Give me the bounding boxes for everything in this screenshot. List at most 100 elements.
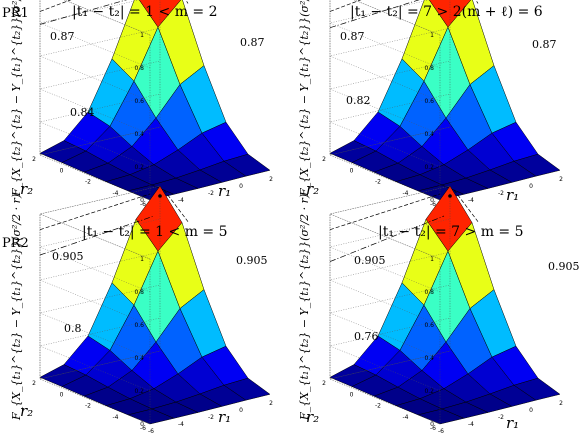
panel-4-r1-tick: -2 bbox=[498, 414, 504, 421]
panel-2-annotation-bottom: 0.82 bbox=[346, 94, 371, 107]
panel-2-zgrid bbox=[329, 27, 451, 102]
panel-3-r2-tick: -6 bbox=[140, 425, 146, 432]
panel-1-title: |t₁ − t₂| = 1 < m = 2 bbox=[72, 4, 218, 20]
panel-2-ztick: 0.6 bbox=[424, 98, 434, 105]
panel-4-r2-tick: -2 bbox=[375, 403, 381, 410]
panel-3-r1-tick: 0 bbox=[239, 407, 243, 414]
panel-1-ztick: 0.8 bbox=[134, 65, 144, 72]
panel-1-zgrid bbox=[39, 126, 161, 201]
panel-4-annotation-right: 0.905 bbox=[548, 260, 580, 273]
panel-1-ztick: 1 bbox=[140, 32, 144, 39]
panel-2-leader-left bbox=[329, 0, 362, 12]
panel-1-zgrid bbox=[39, 27, 161, 102]
panel-4-ztick: 0.6 bbox=[424, 322, 434, 329]
panel-3-r1-tick: 2 bbox=[269, 400, 273, 407]
panel-2-ztick: 0.8 bbox=[424, 65, 434, 72]
panel-3-zgrid bbox=[39, 218, 161, 293]
panel-4-side-wall bbox=[329, 213, 441, 425]
panel-4-zgrid bbox=[329, 185, 451, 260]
panel-1-zgrid bbox=[39, 60, 161, 135]
panel-3-zgrid bbox=[39, 284, 161, 359]
panel-3-r1-tick: -2 bbox=[208, 414, 214, 421]
panel-2-ztick: 1 bbox=[430, 32, 434, 39]
panel-2-ylabel: r₂ bbox=[306, 180, 320, 198]
panel-1-r1-tick: 0 bbox=[239, 183, 243, 190]
panel-1-r1-tick: -2 bbox=[208, 190, 214, 197]
panel-4-r1-tick: 2 bbox=[559, 400, 563, 407]
panel-1-zgrid bbox=[39, 0, 151, 69]
panel-2-leader-bottom bbox=[329, 0, 420, 29]
panel-3-surface-patch bbox=[223, 377, 271, 401]
panel-4-r2-tick: -6 bbox=[430, 425, 436, 432]
panel-1-r2-tick: 2 bbox=[32, 156, 36, 163]
panel-2-ztick: 0 bbox=[430, 197, 434, 204]
panel-3-r2-tick: -4 bbox=[113, 414, 119, 421]
panel-2-zgrid bbox=[329, 0, 441, 69]
panel-3-annotation-bottom: 0.8 bbox=[64, 322, 82, 335]
panel-4-zgrid bbox=[329, 350, 451, 425]
panel-3-ylabel: r₂ bbox=[20, 402, 34, 420]
panel-2-r1-tick: 2 bbox=[559, 176, 563, 183]
panel-3-surface bbox=[39, 185, 271, 425]
panel-2-xlabel: r₁ bbox=[506, 186, 520, 204]
panel-2-zgrid bbox=[329, 93, 451, 168]
panel-4-ylabel: r₂ bbox=[306, 408, 320, 426]
panel-3-xlabel: r₁ bbox=[218, 408, 232, 426]
panel-1-leader-bottom bbox=[39, 0, 128, 25]
panel-4-ztick: 0.4 bbox=[424, 355, 434, 362]
panel-4-surface-patch bbox=[513, 377, 561, 401]
panel-4-zgrid bbox=[329, 251, 451, 326]
panel-3-ztick: 0.6 bbox=[134, 322, 144, 329]
panel-1-r2-tick: 0 bbox=[60, 167, 64, 174]
panel-2-r2-tick: 0 bbox=[350, 167, 354, 174]
panel-3-r2-tick: 0 bbox=[60, 391, 64, 398]
panel-3-title: |t₁ − t₂| = 1 < m = 5 bbox=[82, 224, 228, 240]
panel-1-annotation-bottom: 0.84 bbox=[70, 106, 95, 119]
panel-1-annotation-right: 0.87 bbox=[240, 36, 265, 49]
panel-4-ztick: 0.2 bbox=[424, 388, 434, 395]
panel-3-r2-tick: 2 bbox=[32, 380, 36, 387]
panel-2-zlabel: F_{X_{t₂}^{t₂} − Y_{t₁}^{t₂}}(σ²/2 · r) bbox=[298, 0, 311, 196]
panel-3-zlabel: F_{X_{t₁}^{t₂} − Y_{t₁}^{t₂}}(σ²/2 · r) bbox=[10, 193, 23, 420]
panel-2-zgrid bbox=[329, 60, 451, 135]
panel-3-ztick: 0.2 bbox=[134, 388, 144, 395]
panel-4-zgrid bbox=[329, 317, 451, 392]
panel-4-zlabel: F_{X_{t₁}^{t₂} − Y_{t₁}^{t₂}}(σ²/2 · r) bbox=[298, 193, 311, 420]
panel-2-side-wall bbox=[329, 0, 441, 201]
panel-2-ztick: 0.4 bbox=[424, 131, 434, 138]
panel-4-leader-right bbox=[453, 189, 479, 222]
panel-2-annotation-right: 0.87 bbox=[532, 38, 557, 51]
panel-3-ztick: 0 bbox=[140, 421, 144, 428]
panel-3-r2-tick: -2 bbox=[85, 403, 91, 410]
panel-1-r1-tick: -4 bbox=[178, 197, 184, 204]
panel-4-back-wall bbox=[329, 185, 451, 380]
panel-2-annotation-left: 0.87 bbox=[340, 30, 365, 43]
panel-4-xlabel: r₁ bbox=[506, 414, 520, 432]
panel-3-leader-right bbox=[163, 189, 189, 222]
panel-1-surface bbox=[39, 0, 271, 201]
panel-1-ztick: 0.6 bbox=[134, 98, 144, 105]
panel-2-surface bbox=[329, 0, 561, 201]
panel-2-title: |t₁ − t₂| = 7 > 2(m + ℓ) = 6 bbox=[350, 4, 543, 20]
panel-3-side-wall bbox=[39, 213, 151, 425]
panel-4-title: |t₁ − t₂| = 7 > m = 5 bbox=[378, 224, 524, 240]
panel-1-side-wall bbox=[39, 0, 151, 201]
panel-4-r2-tick: 0 bbox=[350, 391, 354, 398]
panel-1-xlabel: r₁ bbox=[218, 182, 232, 200]
panel-4-r1-tick: -6 bbox=[438, 428, 444, 435]
panel-2-r1-tick: -2 bbox=[498, 190, 504, 197]
panel-1-zgrid bbox=[39, 93, 161, 168]
panel-3-ztick: 1 bbox=[140, 256, 144, 263]
row-label-pr1: PR1 bbox=[2, 6, 29, 21]
panel-2-r2-tick: -4 bbox=[403, 190, 409, 197]
panel-4-zgrid bbox=[329, 284, 451, 359]
panel-4-leader-left bbox=[329, 193, 441, 231]
panel-3-zgrid bbox=[39, 251, 161, 326]
panel-3-annotation-left: 0.905 bbox=[52, 250, 84, 263]
panel-3-r1-tick: -6 bbox=[148, 428, 154, 435]
panel-1-r2-tick: -4 bbox=[113, 190, 119, 197]
panel-1-ztick: 0.2 bbox=[134, 164, 144, 171]
panel-3-ztick: 0.8 bbox=[134, 289, 144, 296]
panel-4-ztick: 0.8 bbox=[424, 289, 434, 296]
